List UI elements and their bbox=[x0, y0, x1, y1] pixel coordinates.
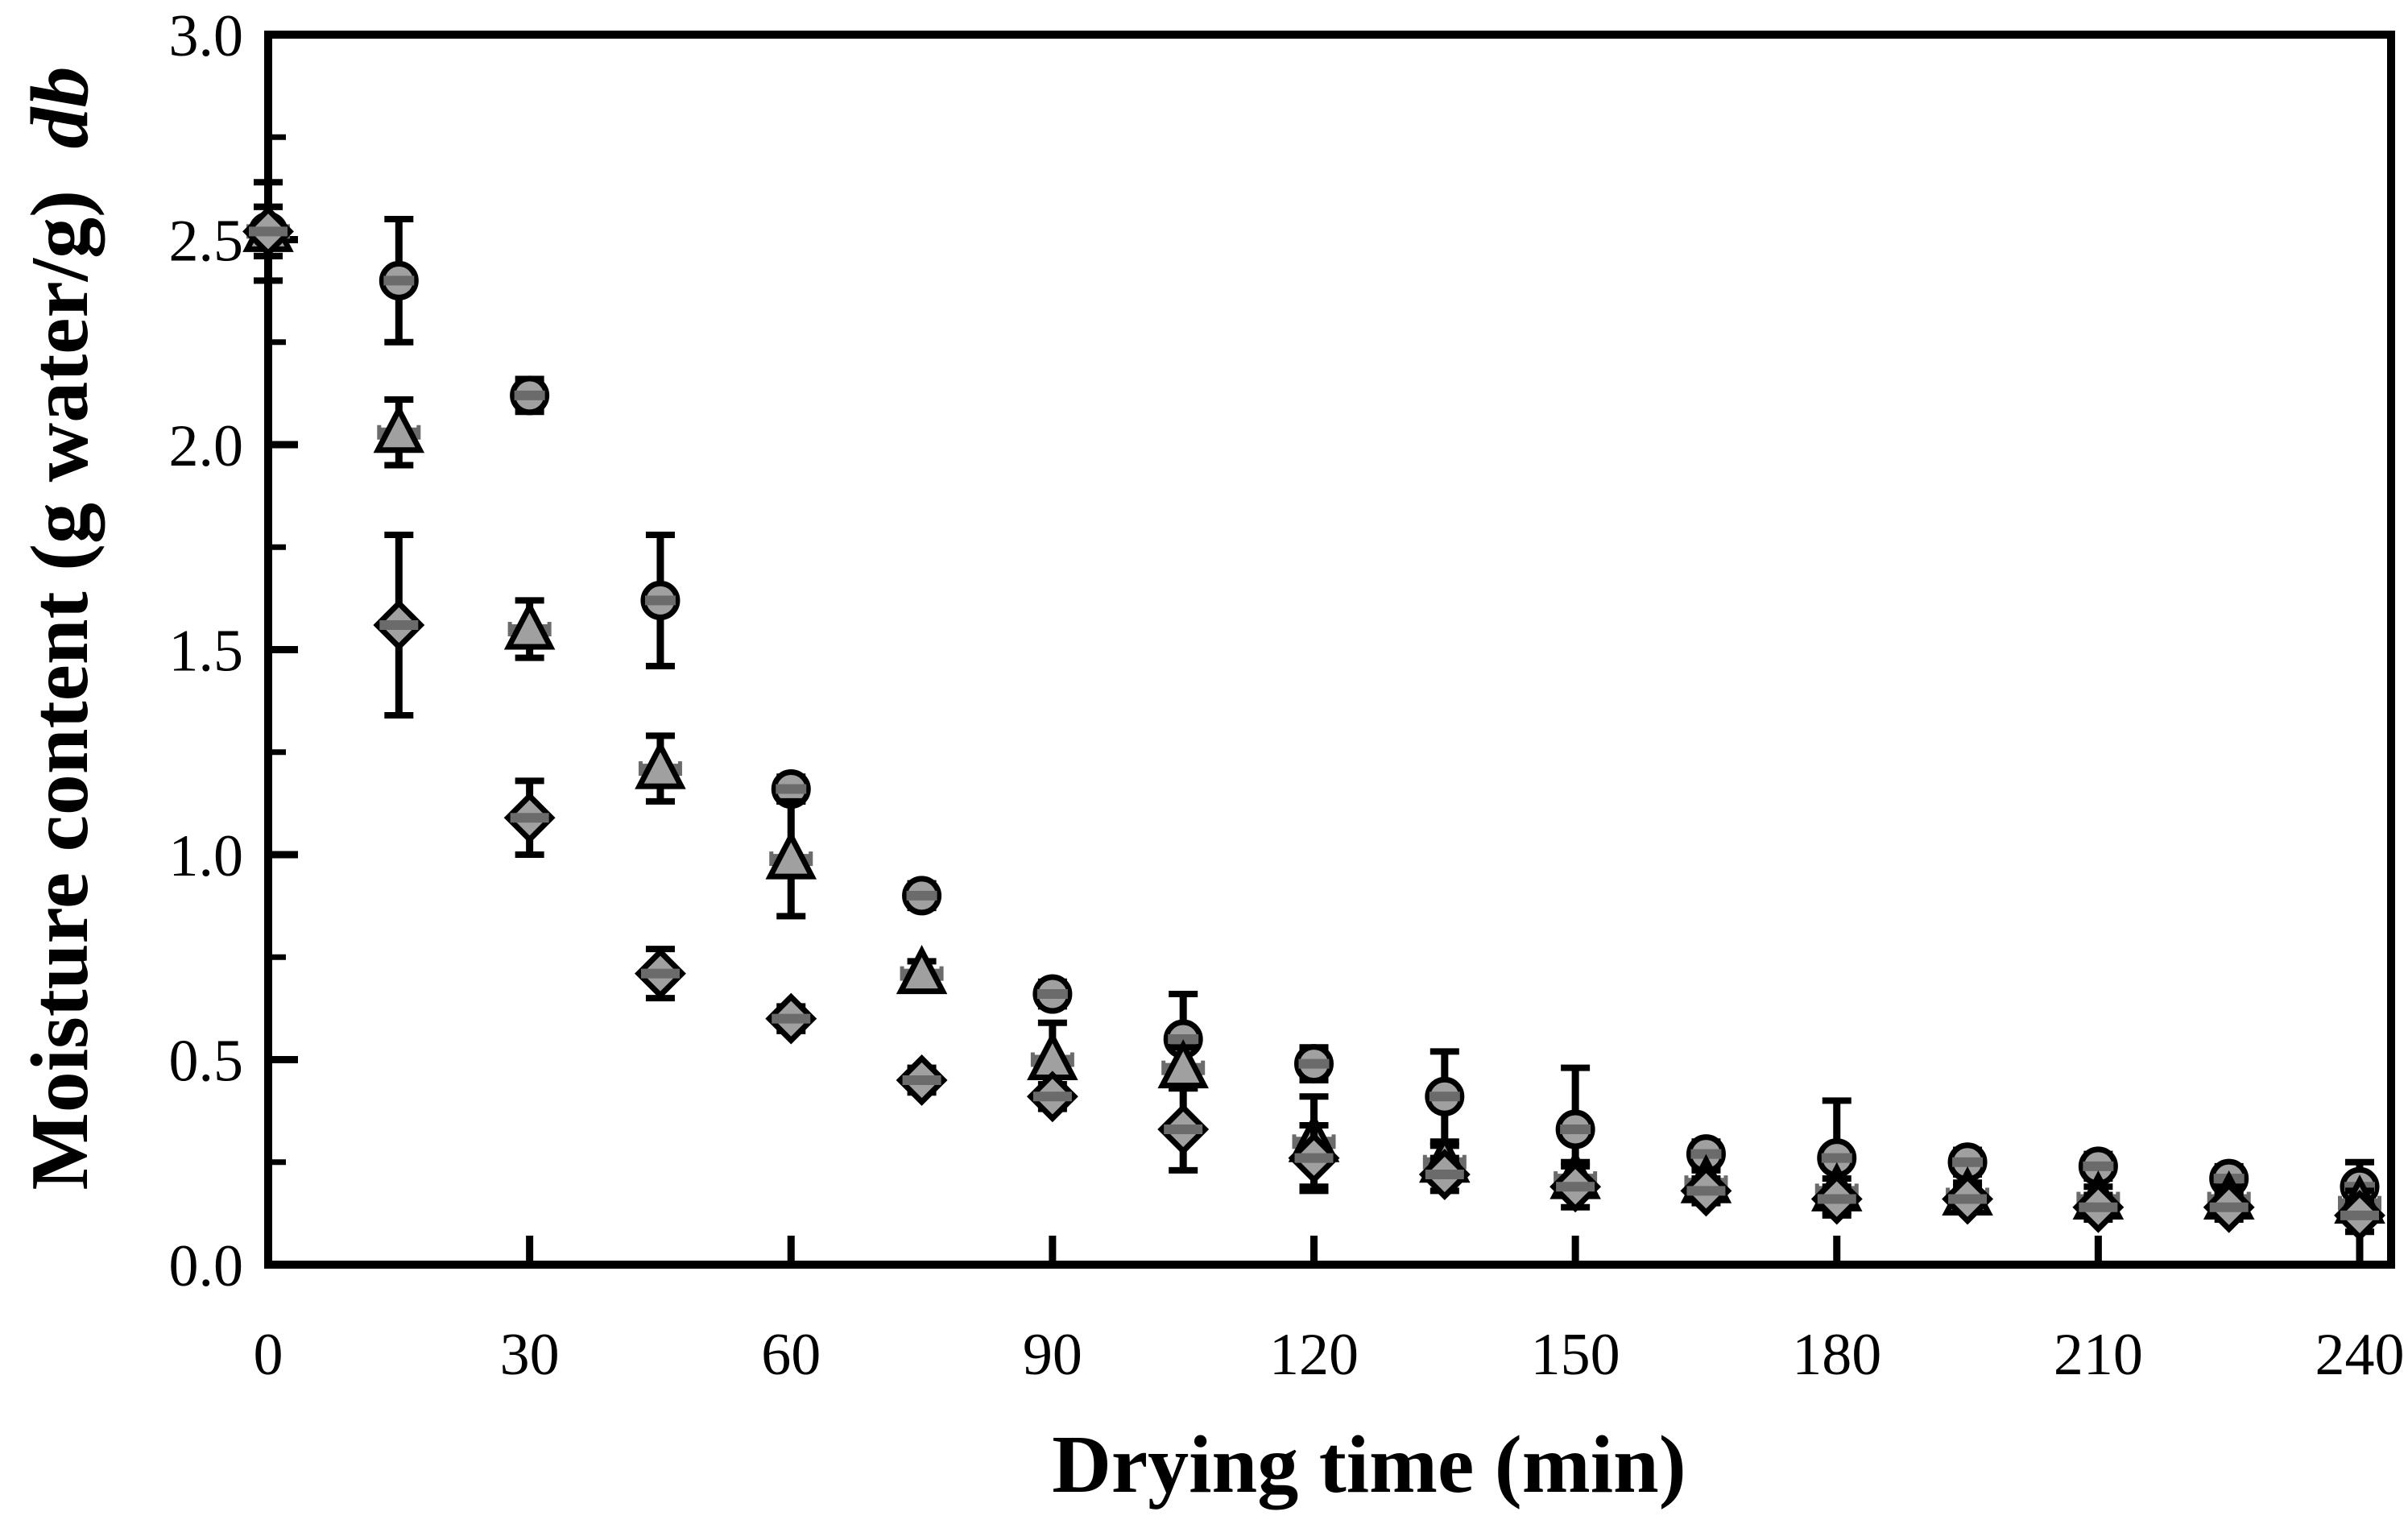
x-tick-label: 120 bbox=[1269, 1322, 1359, 1388]
x-error-cap bbox=[1422, 1154, 1427, 1170]
data-point bbox=[1942, 1173, 1994, 1225]
series-diamond bbox=[242, 203, 2385, 1241]
x-error-cap bbox=[1201, 1060, 1206, 1075]
data-point bbox=[1418, 1149, 1471, 1200]
x-tick-label: 240 bbox=[2315, 1322, 2405, 1388]
data-point bbox=[242, 203, 294, 259]
triangle-marker bbox=[765, 830, 817, 880]
x-error-cap bbox=[2246, 1191, 2251, 1207]
y-tick-label: 0.5 bbox=[169, 1029, 244, 1095]
x-error-cap bbox=[638, 761, 643, 777]
triangle-marker bbox=[635, 739, 686, 789]
data-point bbox=[896, 945, 948, 995]
x-error-cap bbox=[900, 966, 904, 981]
data-point bbox=[1157, 1039, 1209, 1092]
x-axis-title: Drying time (min) bbox=[1052, 1419, 1686, 1510]
x-error-cap bbox=[507, 622, 512, 637]
x-error-cap bbox=[1030, 1052, 1035, 1067]
data-point bbox=[1549, 1161, 1602, 1213]
data-point bbox=[1680, 1165, 1732, 1217]
data-point bbox=[2334, 1189, 2385, 1241]
data-point bbox=[2203, 1181, 2255, 1233]
x-tick-label: 30 bbox=[500, 1322, 560, 1388]
data-point bbox=[634, 946, 686, 1002]
y-axis-title-db: db bbox=[14, 66, 106, 148]
data-series bbox=[242, 179, 2385, 1241]
x-error-cap bbox=[2116, 1191, 2120, 1207]
data-point bbox=[503, 597, 556, 661]
series-circle bbox=[248, 179, 2380, 1219]
x-tick-label: 90 bbox=[1023, 1322, 1082, 1388]
x-error-cap bbox=[809, 851, 813, 867]
x-tick-label: 180 bbox=[1792, 1322, 1881, 1388]
data-point bbox=[373, 396, 425, 469]
data-point bbox=[765, 797, 817, 920]
y-tick-label: 0.0 bbox=[169, 1233, 244, 1299]
x-error-cap bbox=[677, 761, 682, 777]
data-point bbox=[1288, 1121, 1340, 1195]
data-point bbox=[1294, 1044, 1334, 1084]
x-error-cap bbox=[416, 425, 421, 440]
x-error-cap bbox=[1684, 1175, 1689, 1191]
x-error-cap bbox=[1070, 1052, 1074, 1067]
data-point bbox=[1686, 1134, 1726, 1174]
x-error-cap bbox=[1814, 1183, 1819, 1199]
data-point bbox=[510, 375, 550, 416]
x-tick-label: 210 bbox=[2054, 1322, 2143, 1388]
data-point bbox=[1425, 1048, 1465, 1145]
data-point bbox=[896, 1054, 948, 1106]
x-error-cap bbox=[2207, 1191, 2211, 1207]
data-point bbox=[765, 992, 817, 1045]
y-tick-label: 1.0 bbox=[169, 823, 244, 889]
data-point bbox=[640, 531, 681, 669]
axis-ticks bbox=[264, 31, 2364, 1269]
x-error-cap bbox=[939, 966, 944, 981]
x-error-cap bbox=[2338, 1195, 2342, 1211]
y-axis-title: Moisture content (g water/g) db bbox=[14, 66, 106, 1190]
x-error-cap bbox=[1292, 1134, 1297, 1149]
x-tick-label: 0 bbox=[254, 1322, 283, 1388]
data-point bbox=[2072, 1181, 2125, 1233]
data-point bbox=[1157, 1085, 1210, 1174]
triangle-marker bbox=[373, 404, 425, 454]
data-point bbox=[902, 876, 942, 916]
x-error-cap bbox=[1723, 1175, 1728, 1191]
axis-tick-labels: 0 30 60 90 120 150 180 210 240 0.0 0.5 1.0 1.5 2.0 2.5… bbox=[169, 3, 2405, 1388]
x-error-cap bbox=[377, 425, 382, 440]
data-point bbox=[1032, 974, 1073, 1014]
x-error-cap bbox=[1554, 1171, 1558, 1187]
data-point bbox=[503, 777, 556, 858]
x-tick-label: 60 bbox=[761, 1322, 821, 1388]
data-point bbox=[373, 531, 425, 719]
x-error-cap bbox=[1462, 1154, 1467, 1170]
data-point bbox=[1947, 1142, 1988, 1182]
y-tick-label: 3.0 bbox=[169, 3, 244, 69]
x-tick-label: 150 bbox=[1531, 1322, 1620, 1388]
data-point bbox=[1810, 1173, 1863, 1225]
x-error-cap bbox=[1161, 1060, 1166, 1075]
data-point bbox=[635, 732, 686, 805]
y-tick-label: 2.5 bbox=[169, 209, 244, 275]
y-tick-label: 2.0 bbox=[169, 413, 244, 479]
x-error-cap bbox=[2076, 1191, 2081, 1207]
plot-frame bbox=[264, 31, 2395, 1269]
x-error-cap bbox=[769, 851, 774, 867]
triangle-marker bbox=[503, 600, 556, 650]
triangle-marker bbox=[896, 945, 948, 995]
y-axis-title-main: Moisture content (g water/g) bbox=[14, 190, 106, 1191]
plot-border bbox=[264, 31, 2395, 1269]
x-error-cap bbox=[1854, 1183, 1859, 1199]
x-error-cap bbox=[547, 622, 552, 637]
y-tick-label: 1.5 bbox=[169, 619, 244, 685]
x-error-cap bbox=[1331, 1134, 1336, 1149]
data-point bbox=[379, 216, 419, 346]
x-error-cap bbox=[2377, 1195, 2381, 1211]
data-point bbox=[1026, 1071, 1078, 1123]
x-error-cap bbox=[1593, 1171, 1598, 1187]
